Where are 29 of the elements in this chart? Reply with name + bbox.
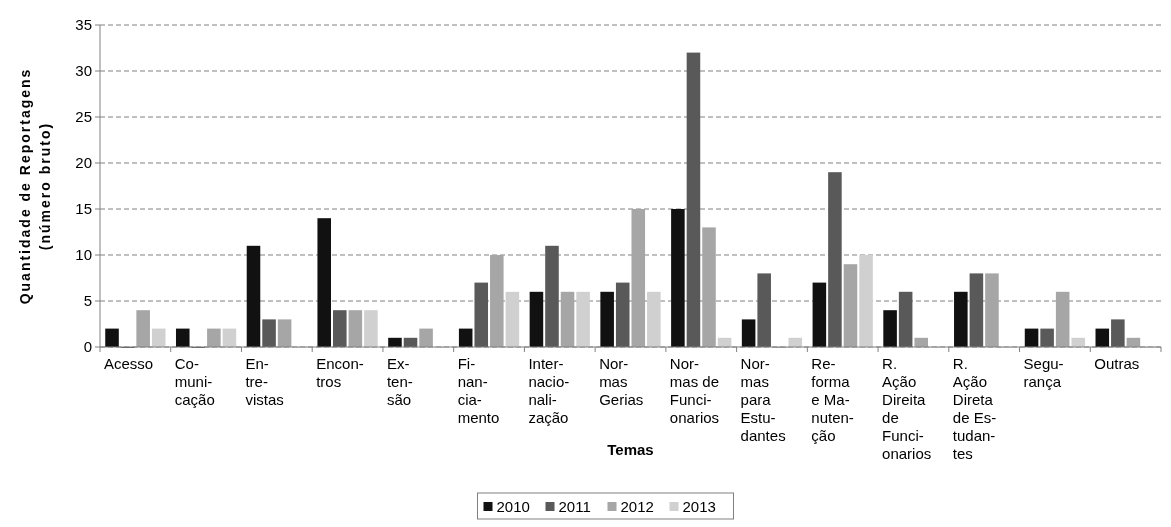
y-tick-label: 35 bbox=[75, 16, 92, 34]
x-tick-label: R. Ação Direita de Funci- onarios bbox=[882, 355, 932, 462]
y-axis-title: Quantidade de Reportagens (número bruto) bbox=[17, 67, 53, 305]
x-tick-label: Co- muni- cação bbox=[174, 355, 215, 408]
x-tick-label: Re- forma e Ma- nuten- ção bbox=[811, 355, 854, 444]
x-tick-label: Ex- ten- são bbox=[386, 355, 413, 408]
x-tick-label: Nor- mas para Estu- dantes bbox=[740, 355, 786, 444]
x-tick-label: En- tre- vistas bbox=[245, 355, 284, 408]
legend-label: 2013 bbox=[682, 498, 716, 516]
legend-label: 2010 bbox=[496, 498, 530, 516]
x-tick-label: Outras bbox=[1094, 355, 1140, 372]
legend-label: 2011 bbox=[558, 498, 591, 516]
y-tick-label: 20 bbox=[75, 154, 92, 172]
x-tick-label: Fi- nan- cia- mento bbox=[457, 355, 500, 426]
x-tick-label: Acesso bbox=[104, 355, 154, 372]
y-tick-label: 0 bbox=[83, 338, 92, 356]
y-tick-label: 30 bbox=[75, 62, 92, 80]
x-tick-label: Inter- nacio- nali- zação bbox=[528, 355, 570, 426]
x-tick-label: R. Ação Direta de Es- tudan- tes bbox=[952, 355, 997, 462]
y-tick-label: 15 bbox=[75, 200, 92, 218]
legend-label: 2012 bbox=[620, 498, 654, 516]
y-tick-label: 10 bbox=[75, 246, 92, 264]
x-tick-label: Nor- mas Gerias bbox=[599, 355, 644, 408]
y-tick-label: 5 bbox=[83, 292, 92, 310]
x-axis-title: Temas bbox=[607, 441, 654, 458]
x-tick-label: Nor- mas de Funci- onarios bbox=[669, 355, 720, 426]
x-tick-label: Encon- tros bbox=[316, 355, 364, 390]
x-tick-label: Segu- rança bbox=[1023, 355, 1064, 390]
y-tick-label: 25 bbox=[75, 108, 92, 126]
